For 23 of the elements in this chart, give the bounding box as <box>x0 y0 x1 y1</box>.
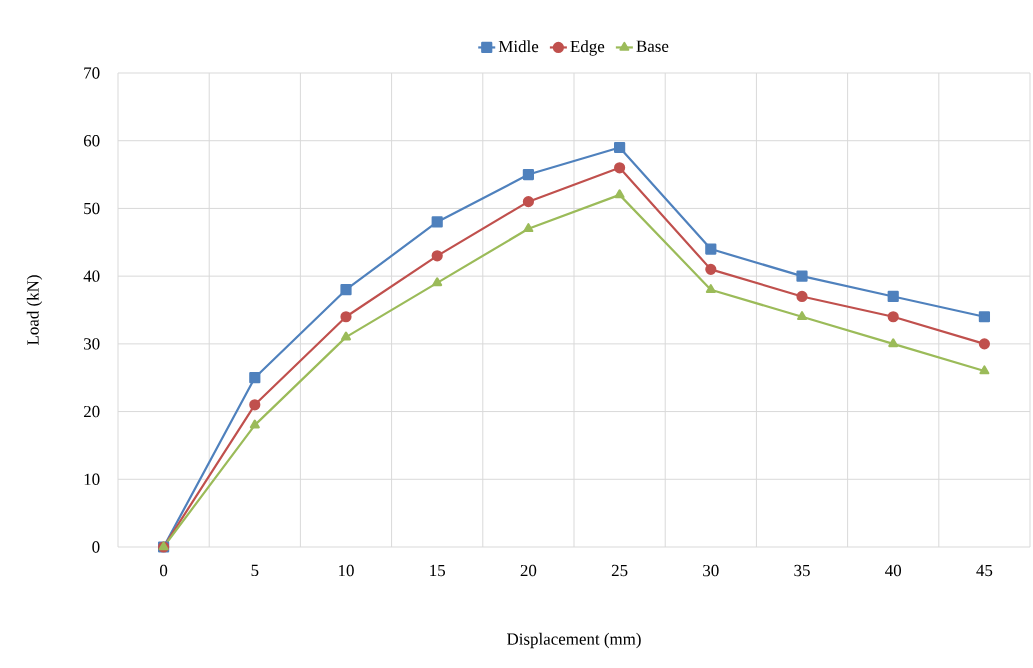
x-tick-label: 45 <box>976 564 993 577</box>
x-tick-label: 40 <box>885 564 902 577</box>
x-tick-label: 25 <box>611 564 628 577</box>
legend-label: Base <box>636 40 669 52</box>
y-tick-label: 40 <box>83 270 100 282</box>
y-tick-label: 70 <box>84 67 100 79</box>
y-tick-label: 60 <box>83 135 100 147</box>
legend-label: Midle <box>498 40 539 53</box>
y-axis-title: Load (kN) <box>26 275 43 346</box>
x-tick-label: 5 <box>251 564 259 577</box>
y-tick-label: 10 <box>84 473 100 486</box>
x-tick-label: 30 <box>703 564 719 577</box>
legend-label: Edge <box>570 40 605 56</box>
x-axis-title: Displacement (mm) <box>507 632 641 649</box>
x-tick-label: 35 <box>794 564 810 577</box>
y-tick-label: 50 <box>84 202 100 215</box>
x-tick-label: 20 <box>520 564 537 577</box>
y-tick-label: 20 <box>83 405 100 418</box>
x-tick-label: 0 <box>160 564 168 577</box>
y-tick-label: 0 <box>92 541 100 553</box>
x-tick-label: 10 <box>339 564 354 577</box>
y-tick-label: 30 <box>84 338 100 350</box>
x-tick-label: 15 <box>430 564 446 577</box>
